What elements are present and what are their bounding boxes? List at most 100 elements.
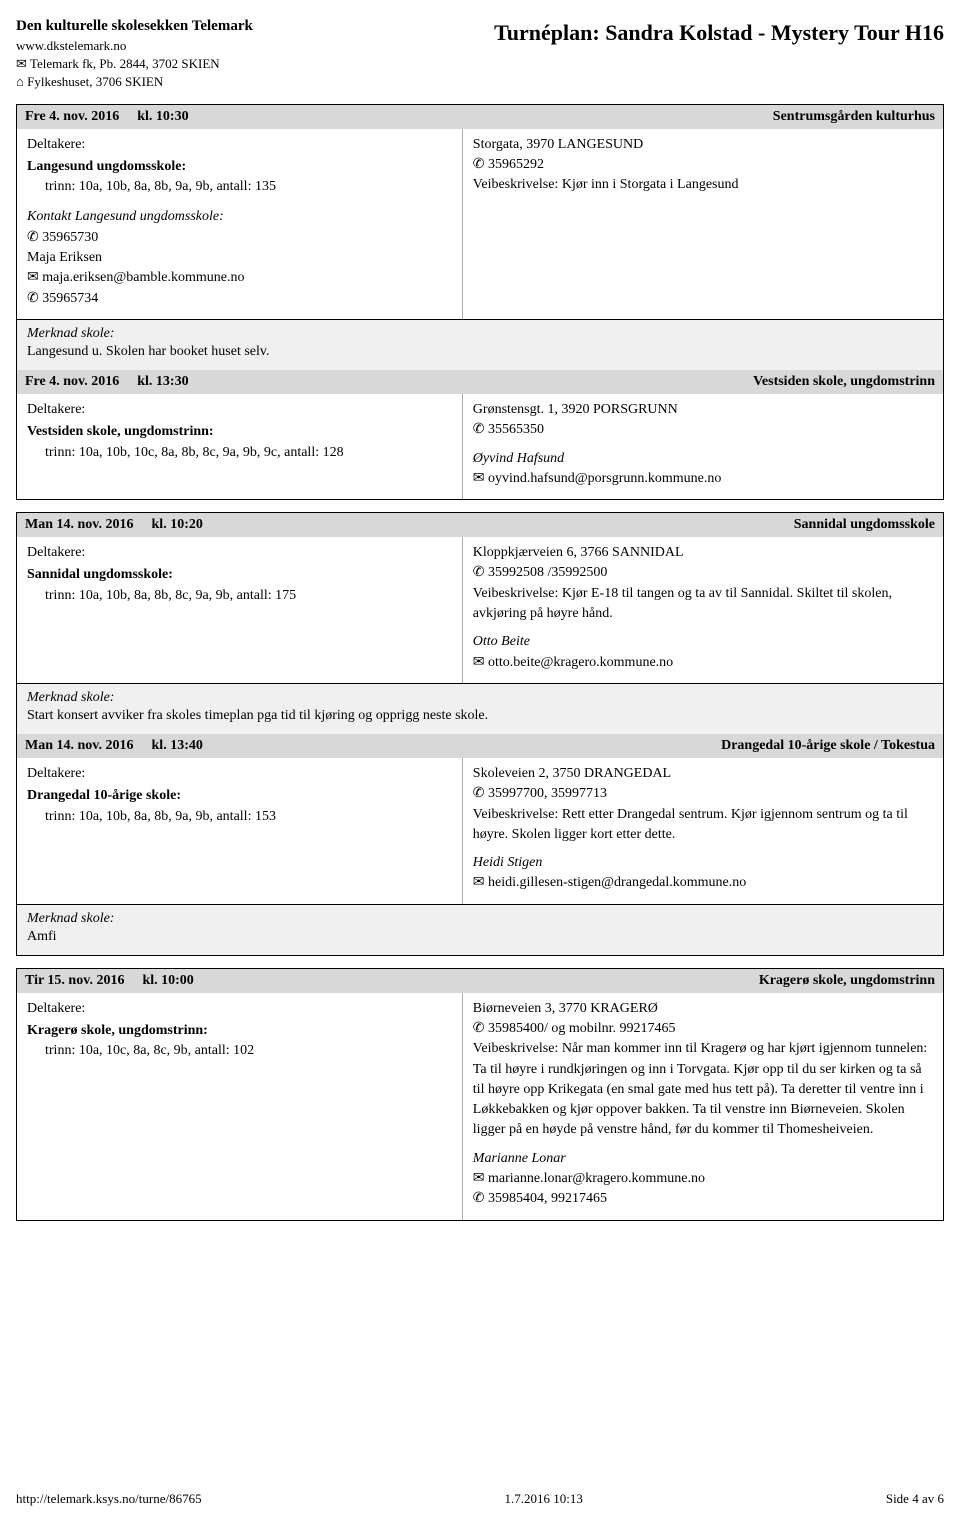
merknad-label: Merknad skole: [27,690,933,706]
school-name: Vestsiden skole, ungdomstrinn: [27,422,452,442]
merknad-block: Merknad skole: Start konsert avviker fra … [17,683,943,734]
contact-title: Kontakt Langesund ungdomsskole: [27,207,452,227]
trinn-line: trinn: 10a, 10b, 8a, 8b, 9a, 9b, antall:… [27,807,452,827]
event-date: Man 14. nov. 2016 [25,738,134,754]
contact-person: Otto Beite [473,632,933,652]
event-date: Fre 4. nov. 2016 [25,374,119,390]
trinn-line: trinn: 10a, 10b, 10c, 8a, 8b, 8c, 9a, 9b… [27,443,452,463]
contact-line: ✆ 35965730 [27,228,452,248]
event-venue: Sentrumsgården kulturhus [773,109,935,125]
event-time: kl. 10:30 [137,109,188,125]
event-date: Tir 15. nov. 2016 [25,973,124,989]
venue-info-line: ✆ 35997700, 35997713 [473,784,933,804]
merknad-block: Merknad skole:Amfi [17,904,943,955]
event-head: Man 14. nov. 2016kl. 10:20Sannidal ungdo… [17,513,943,537]
org-block: Den kulturelle skolesekken Telemark www.… [16,16,253,92]
event-time: kl. 10:20 [152,517,203,533]
merknad-label: Merknad skole: [27,911,933,927]
merknad-block: Merknad skole: Langesund u. Skolen har bo… [17,319,943,370]
deltakere-label: Deltakere: [27,764,452,784]
event-right-col: Grønstensgt. 1, 3920 PORSGRUNN✆ 35565350… [463,394,943,499]
events-list: Fre 4. nov. 2016 kl. 10:30 Sentrumsgården … [16,104,944,1221]
event-block: Tir 15. nov. 2016 kl. 10:00 Kragerø skole,… [16,968,944,1221]
event-body: Deltakere:Vestsiden skole, ungdomstrinn:… [17,394,943,499]
event-head: Fre 4. nov. 2016 kl. 13:30 Vestsiden skole… [17,370,943,394]
venue-info-line: Veibeskrivelse: Når man kommer inn til K… [473,1039,933,1140]
event-left-col: Deltakere:Kragerø skole, ungdomstrinn:tr… [17,993,463,1220]
event-body: Deltakere:Kragerø skole, ungdomstrinn:tr… [17,993,943,1220]
merknad-text: Langesund u. Skolen har booket huset sel… [27,344,933,360]
house-icon: ⌂ [16,74,24,89]
school-name: Drangedal 10-årige skole: [27,786,452,806]
org-name: Den kulturelle skolesekken Telemark [16,16,253,37]
contact-line: Maja Eriksen [27,248,452,268]
venue-info-line: Grønstensgt. 1, 3920 PORSGRUNN [473,400,933,420]
merknad-text: Start konsert avviker fra skoles timepla… [27,708,933,724]
venue-info-line: ✆ 35565350 [473,420,933,440]
contact-person: Heidi Stigen [473,853,933,873]
event-right-col: Kloppkjærveien 6, 3766 SANNIDAL✆ 3599250… [463,537,943,683]
contact-extra-line: ✉ heidi.gillesen-stigen@drangedal.kommun… [473,873,933,893]
event-left-col: Deltakere:Vestsiden skole, ungdomstrinn:… [17,394,463,499]
venue-info-line: Skoleveien 2, 3750 DRANGEDAL [473,764,933,784]
venue-info-line: Veibeskrivelse: Rett etter Drangedal sen… [473,805,933,846]
mail-icon: ✉ [16,56,27,71]
merknad-label: Merknad skole: [27,326,933,342]
trinn-line: trinn: 10a, 10b, 8a, 8b, 9a, 9b, antall:… [27,177,452,197]
contact-extra-line: ✉ oyvind.hafsund@porsgrunn.kommune.no [473,469,933,489]
contact-line: ✆ 35965734 [27,289,452,309]
contact-extra-line: ✆ 35985404, 99217465 [473,1189,933,1209]
venue-info-line: Storgata, 3970 LANGESUND [473,135,933,155]
page-header: Den kulturelle skolesekken Telemark www.… [16,16,944,92]
venue-info-line: ✆ 35992508 /35992500 [473,563,933,583]
school-name: Kragerø skole, ungdomstrinn: [27,1021,452,1041]
event-time: kl. 10:00 [142,973,193,989]
event-left-col: Deltakere:Sannidal ungdomsskole:trinn: 1… [17,537,463,683]
event-body: Deltakere:Drangedal 10-årige skole:trinn… [17,758,943,904]
venue-info-line: Kloppkjærveien 6, 3766 SANNIDAL [473,543,933,563]
event-head: Man 14. nov. 2016 kl. 13:40 Drangedal 10-å… [17,734,943,758]
event-date: Fre 4. nov. 2016 [25,109,119,125]
event-venue: Drangedal 10-årige skole / Tokestua [721,738,935,754]
event-venue: Vestsiden skole, ungdomstrinn [753,374,935,390]
event-block: Man 14. nov. 2016 kl. 10:20 Sannidal ungdo… [16,512,944,956]
school-name: Sannidal ungdomsskole: [27,565,452,585]
event-right-col: Storgata, 3970 LANGESUND✆ 35965292Veibes… [463,129,943,319]
deltakere-label: Deltakere: [27,543,452,563]
event-right-col: Skoleveien 2, 3750 DRANGEDAL✆ 35997700, … [463,758,943,904]
contact-extra-line: ✉ otto.beite@kragero.kommune.no [473,653,933,673]
footer-timestamp: 1.7.2016 10:13 [505,1491,583,1507]
venue-info-line: Veibeskrivelse: Kjør E-18 til tangen og … [473,584,933,625]
event-right-col: Biørneveien 3, 3770 KRAGERØ✆ 35985400/ o… [463,993,943,1220]
venue-info-line: ✆ 35985400/ og mobilnr. 99217465 [473,1019,933,1039]
venue-info-line: Veibeskrivelse: Kjør inn i Storgata i La… [473,175,933,195]
page-footer: http://telemark.ksys.no/turne/86765 1.7.… [16,1491,944,1507]
event-head: Tir 15. nov. 2016 kl. 10:00 Kragerø skole,… [17,969,943,993]
event-time: kl. 13:40 [152,738,203,754]
footer-page: Side 4 av 6 [886,1491,944,1507]
org-url: www.dkstelemark.no [16,37,253,55]
event-venue: Sannidal ungdomsskole [794,517,935,533]
org-address: ✉ Telemark fk, Pb. 2844, 3702 SKIEN [16,55,253,73]
org-location: ⌂ Fylkeshuset, 3706 SKIEN [16,73,253,91]
event-venue: Kragerø skole, ungdomstrinn [759,973,935,989]
contact-extra-line: ✉ marianne.lonar@kragero.kommune.no [473,1169,933,1189]
event-time: kl. 13:30 [137,374,188,390]
contact-line: ✉ maja.eriksen@bamble.kommune.no [27,268,452,288]
event-head: Fre 4. nov. 2016 kl. 10:30 Sentrumsgården … [17,105,943,129]
contact-block: Kontakt Langesund ungdomsskole:✆ 3596573… [27,207,452,308]
deltakere-label: Deltakere: [27,135,452,155]
venue-info-line: Biørneveien 3, 3770 KRAGERØ [473,999,933,1019]
event-left-col: Deltakere:Langesund ungdomsskole:trinn: … [17,129,463,319]
footer-url: http://telemark.ksys.no/turne/86765 [16,1491,202,1507]
event-block: Fre 4. nov. 2016 kl. 10:30 Sentrumsgården … [16,104,944,501]
event-body: Deltakere:Langesund ungdomsskole:trinn: … [17,129,943,319]
event-left-col: Deltakere:Drangedal 10-årige skole:trinn… [17,758,463,904]
deltakere-label: Deltakere: [27,400,452,420]
trinn-line: trinn: 10a, 10c, 8a, 8c, 9b, antall: 102 [27,1041,452,1061]
contact-person: Marianne Lonar [473,1149,933,1169]
venue-info-line: ✆ 35965292 [473,155,933,175]
school-name: Langesund ungdomsskole: [27,157,452,177]
contact-person: Øyvind Hafsund [473,449,933,469]
event-body: Deltakere:Sannidal ungdomsskole:trinn: 1… [17,537,943,683]
